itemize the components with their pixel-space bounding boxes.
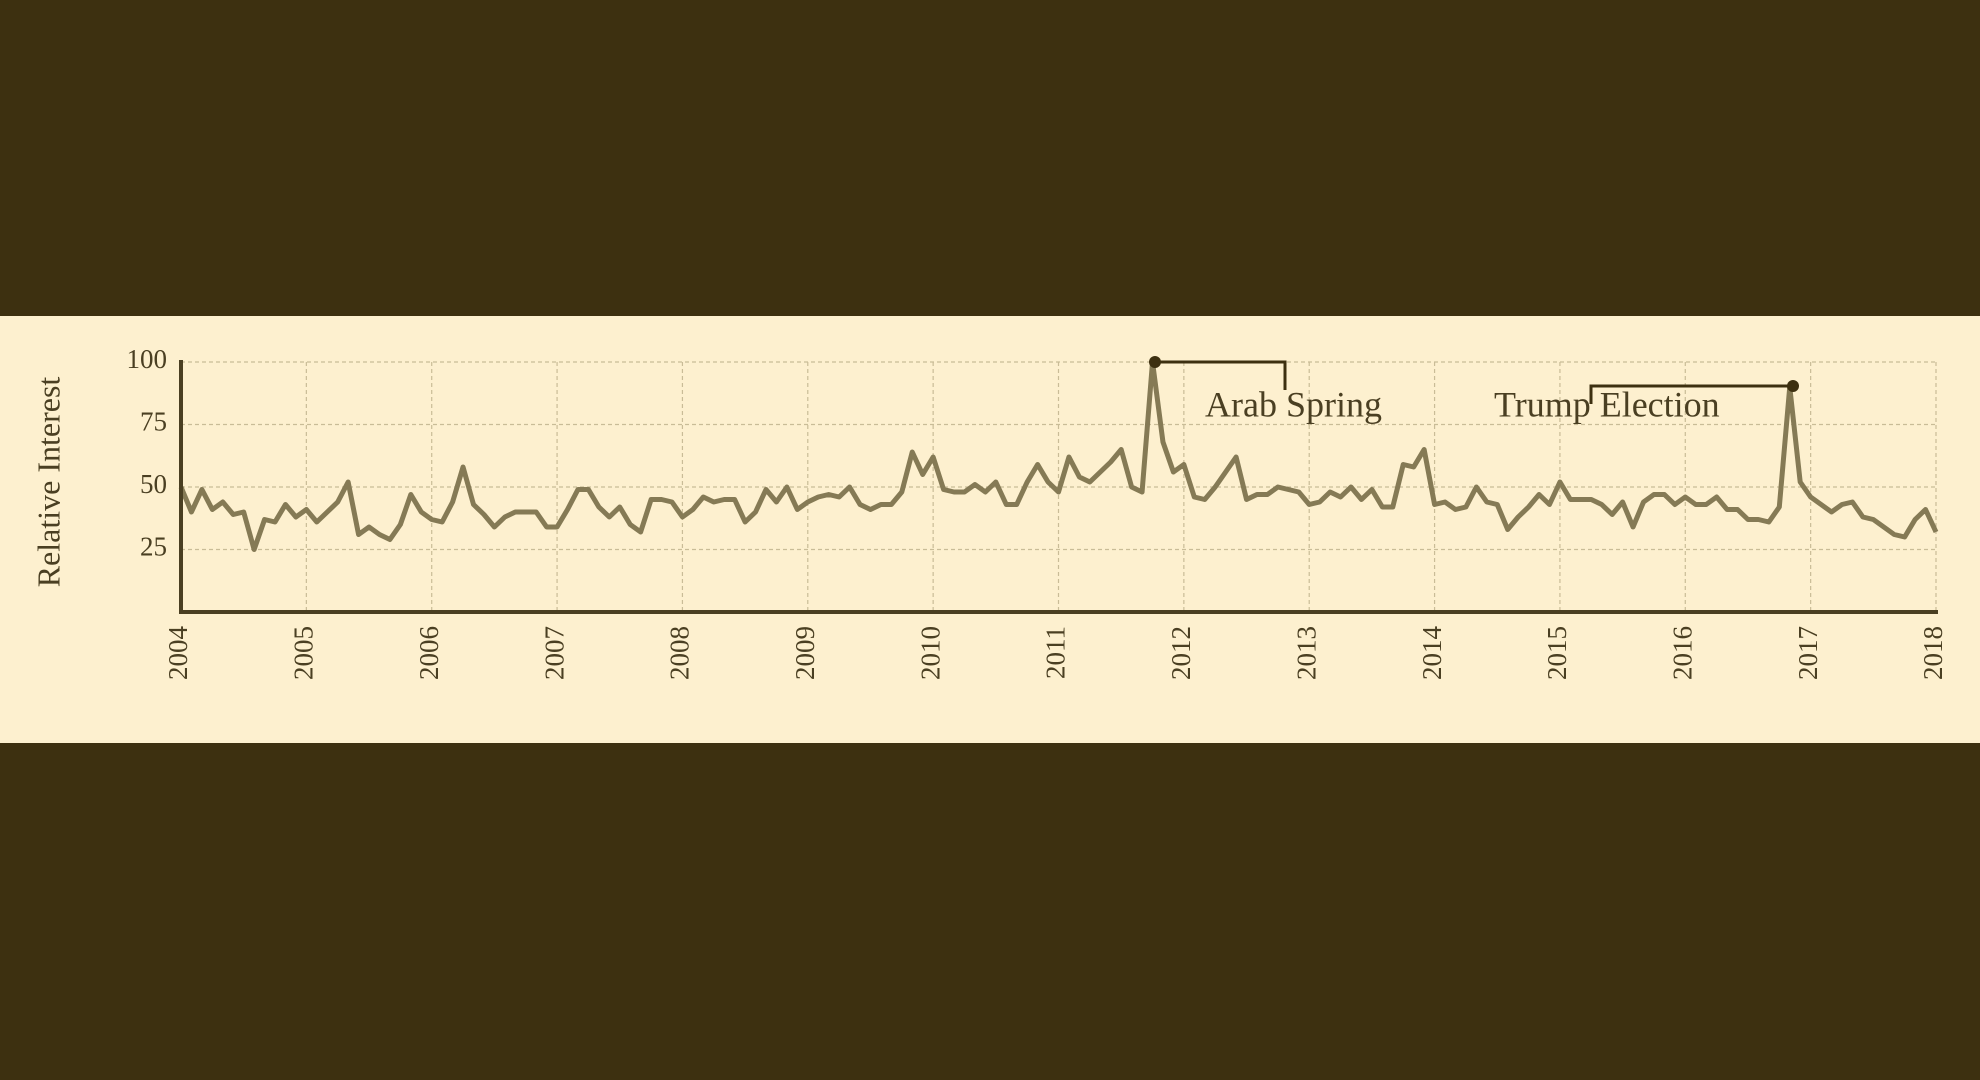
y-tick-label: 50 bbox=[140, 469, 167, 499]
bracket-dot bbox=[1149, 356, 1161, 368]
bracket-line bbox=[1155, 360, 1287, 390]
annotation-bracket bbox=[1149, 356, 1799, 404]
x-tick-label: 2017 bbox=[1793, 626, 1823, 680]
x-tick-label: 2007 bbox=[539, 626, 569, 680]
x-tick-label: 2008 bbox=[665, 626, 695, 680]
series bbox=[178, 359, 1939, 552]
bracket-line bbox=[1589, 384, 1793, 404]
x-tick-label: 2012 bbox=[1166, 626, 1196, 680]
annotation: Arab Spring bbox=[1205, 384, 1382, 424]
y-axis-label: Relative Interest bbox=[30, 377, 66, 588]
x-tick-label: 2011 bbox=[1041, 626, 1071, 679]
annotation: Trump Election bbox=[1494, 384, 1720, 424]
x-tick-label: 2016 bbox=[1667, 626, 1697, 680]
y-tick-label: 25 bbox=[140, 532, 167, 562]
bracket-dot bbox=[1787, 380, 1799, 392]
y-tick-label: 100 bbox=[127, 344, 168, 374]
x-tick-label: 2010 bbox=[915, 626, 945, 680]
x-tick-label: 2014 bbox=[1417, 626, 1447, 681]
y-tick-label: 75 bbox=[140, 407, 167, 437]
x-tick-label: 2013 bbox=[1291, 626, 1321, 680]
x-tick-label: 2018 bbox=[1918, 626, 1948, 680]
x-tick-label: 2009 bbox=[790, 626, 820, 680]
x-tick-label: 2015 bbox=[1542, 626, 1572, 680]
x-tick-label: 2006 bbox=[414, 626, 444, 680]
x-tick-label: 2004 bbox=[163, 626, 193, 681]
x-tick-label: 2005 bbox=[289, 626, 319, 680]
data-line bbox=[178, 359, 1939, 552]
